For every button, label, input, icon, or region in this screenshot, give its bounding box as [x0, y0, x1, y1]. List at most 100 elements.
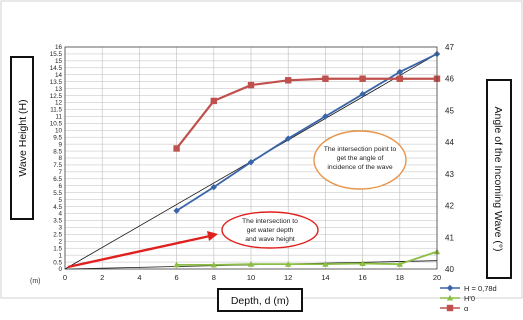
y-left-tick-label: 3.5 — [53, 218, 62, 225]
y-left-tick-label: 8 — [58, 155, 62, 162]
x-tick-label: 20 — [433, 273, 441, 282]
x-tick-label: 4 — [137, 273, 141, 282]
y-left-tick-label: 1 — [58, 252, 62, 259]
legend-entry: H'0 — [464, 294, 475, 303]
data-point — [173, 207, 180, 214]
series-2 — [173, 75, 441, 152]
y-left-tick-label: 14 — [55, 72, 63, 79]
y-left-tick-label: 5.5 — [53, 190, 62, 197]
y-right-label-box: Angle of the Incoming Wave (°) — [486, 79, 512, 279]
y-left-tick-label: 7 — [58, 169, 62, 176]
y-right-tick-label: 42 — [445, 202, 454, 211]
data-point — [322, 260, 329, 267]
y-left-tick-label: 8.5 — [53, 148, 62, 155]
x-unit-label: (m) — [30, 278, 41, 285]
legend-swatch-marker — [446, 284, 454, 292]
legend-swatch-marker — [446, 294, 454, 301]
legend-entry: α — [464, 304, 469, 313]
data-point — [285, 260, 292, 267]
data-point — [285, 77, 292, 84]
x-tick-label: 10 — [247, 273, 255, 282]
data-point — [247, 81, 255, 89]
data-point — [210, 97, 217, 105]
annotation-angle-incidence: The intersection point to get the angle o… — [313, 130, 407, 190]
annotation-arrow — [67, 231, 218, 269]
data-point — [247, 158, 255, 166]
y-left-tick-label: 12.5 — [50, 93, 63, 100]
annotation-water-depth: The intersection to get water depth and wa… — [221, 211, 319, 249]
data-point — [247, 260, 255, 267]
y-left-tick-label: 9.5 — [53, 134, 62, 141]
x-label-box: Depth, d (m) — [217, 288, 303, 312]
x-tick-label: 8 — [212, 273, 216, 282]
legend-swatch-marker — [446, 304, 454, 312]
y-right-tick-label: 47 — [445, 43, 454, 52]
y-left-tick-label: 1.5 — [53, 245, 62, 252]
data-point — [396, 68, 403, 76]
series-0 — [173, 50, 441, 214]
y-left-axis-label: Wave Height (H) — [17, 99, 29, 176]
data-point — [359, 260, 366, 267]
series-line — [176, 250, 438, 266]
y-left-tick-label: 2 — [58, 238, 62, 245]
data-point — [396, 75, 403, 82]
y-right-tick-label: 45 — [445, 106, 454, 115]
y-right-tick-label: 46 — [445, 75, 454, 84]
y-left-tick-label: 0 — [58, 266, 62, 273]
y-left-tick-label: 6.5 — [53, 176, 62, 183]
y-right-axis-label: Angle of the Incoming Wave (°) — [492, 106, 504, 251]
y-left-tick-label: 5 — [58, 197, 62, 204]
x-tick-label: 18 — [396, 273, 404, 282]
y-right-tick-label: 40 — [445, 265, 454, 274]
data-point — [173, 261, 180, 268]
y-left-tick-label: 15.5 — [50, 51, 63, 58]
x-tick-label: 6 — [175, 273, 179, 282]
y-left-tick-label: 10 — [55, 127, 63, 134]
y-left-tick-label: 11 — [55, 114, 62, 121]
y-left-tick-label: 13.5 — [50, 79, 63, 86]
y-right-tick-label: 41 — [445, 233, 454, 242]
data-point — [173, 145, 180, 152]
y-left-tick-label: 0.5 — [53, 259, 62, 266]
data-point — [359, 75, 366, 82]
data-point — [322, 75, 329, 82]
plot-border — [64, 46, 438, 270]
y-left-tick-label: 16 — [55, 44, 63, 51]
y-left-tick-label: 11.5 — [50, 107, 62, 114]
data-point — [210, 183, 217, 191]
annotation-angle-text: The intersection point to get the angle o… — [324, 146, 397, 171]
y-left-tick-label: 3 — [58, 225, 62, 232]
x-tick-label: 14 — [321, 273, 329, 282]
y-left-tick-label: 10.5 — [50, 121, 63, 128]
x-axis-label: Depth, d (m) — [231, 295, 289, 307]
y-right-tick-label: 44 — [445, 138, 454, 147]
series-line — [175, 77, 437, 150]
series-1 — [173, 248, 441, 268]
legend-entry: H = 0,78d — [464, 284, 497, 293]
y-left-tick-label: 4.5 — [53, 204, 62, 211]
x-tick-label: 12 — [284, 273, 292, 282]
x-tick-label: 16 — [358, 273, 366, 282]
series-line — [176, 53, 438, 212]
y-left-tick-label: 12 — [55, 100, 63, 107]
y-left-tick-label: 13 — [55, 86, 63, 93]
data-point — [359, 90, 366, 98]
x-tick-label: 0 — [63, 273, 67, 282]
series-layer — [173, 50, 441, 268]
y-left-tick-label: 7.5 — [53, 162, 62, 169]
tick-labels: 0 2 4 6 8 10 12 14 16 18 2000.511.522.533.544.555.… — [50, 43, 455, 282]
data-point — [322, 113, 329, 120]
y-left-tick-label: 2.5 — [53, 232, 62, 239]
data-point — [396, 260, 403, 267]
y-right-tick-label: 43 — [445, 170, 454, 179]
data-point — [210, 261, 217, 268]
y-left-tick-label: 9 — [58, 141, 62, 148]
y-left-tick-label: 15 — [55, 58, 63, 65]
y-left-tick-label: 6 — [58, 183, 62, 190]
annotation-depth-text: The intersection to get water depth and wa… — [242, 218, 298, 243]
y-left-tick-label: 4 — [58, 211, 62, 218]
y-left-tick-label: 14.5 — [50, 65, 63, 72]
